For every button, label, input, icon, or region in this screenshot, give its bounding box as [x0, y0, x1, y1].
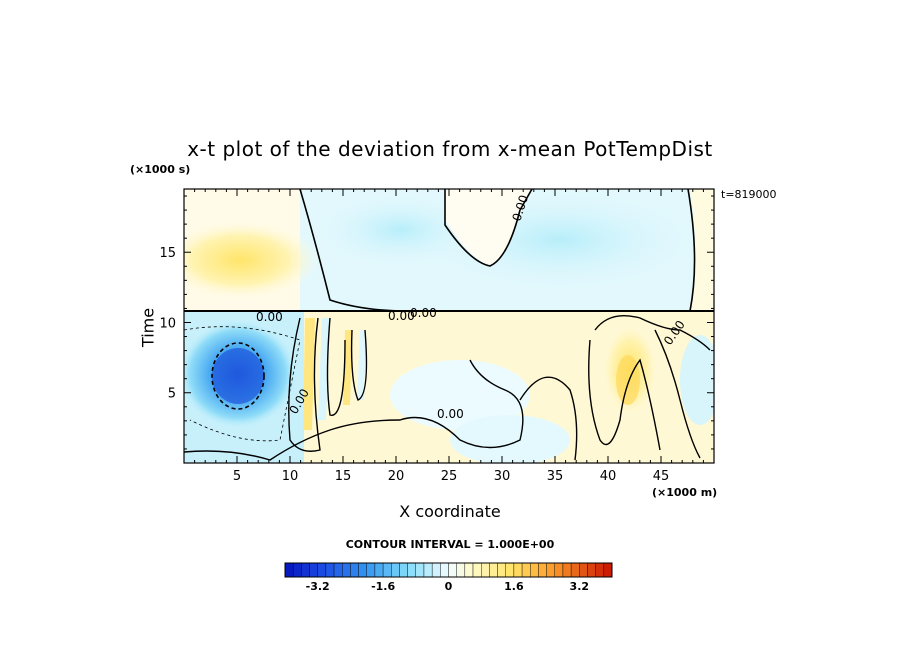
colorbar-cell — [431, 562, 441, 578]
colorbar-cell — [374, 562, 384, 578]
contour-line — [687, 189, 696, 312]
x-axis-unit: (×1000 m) — [652, 486, 718, 499]
colorbar-cell — [554, 562, 564, 578]
colorbar-cell — [407, 562, 417, 578]
x-tick-label: 40 — [600, 469, 617, 484]
colorbar-cell — [391, 562, 400, 578]
colorbar-cell — [448, 562, 457, 578]
colorbar-cell — [399, 562, 408, 578]
y-axis-unit: (×1000 s) — [130, 163, 191, 176]
y-tick-label: 10 — [159, 316, 176, 331]
colorbar-cell — [546, 562, 555, 578]
contour-line — [326, 317, 346, 416]
colorbar-cell — [513, 562, 523, 578]
field-shading — [184, 189, 714, 463]
colorbar-cell — [497, 562, 506, 578]
contour-label: 0.00 — [256, 310, 283, 324]
colorbar-tick-label: 1.6 — [504, 580, 524, 593]
chart-title: x-t plot of the deviation from x-mean Po… — [187, 137, 713, 161]
x-tick-label: 15 — [335, 469, 352, 484]
contour-line — [588, 339, 661, 451]
colorbar-cell — [342, 562, 351, 578]
colorbar-cell — [579, 562, 588, 578]
colorbar-cells — [284, 562, 613, 578]
contour-label: 0.00 — [410, 306, 437, 320]
colorbar-cell — [587, 562, 596, 578]
colorbar-labels: -3.2 -1.6 0 1.6 3.2 — [306, 580, 589, 593]
colorbar-tick-label: 0 — [445, 580, 453, 593]
colorbar-cell — [284, 562, 294, 578]
colorbar-cell — [358, 562, 367, 578]
contour-line — [288, 317, 321, 452]
colorbar-cell — [292, 562, 302, 578]
colorbar-cell — [505, 562, 515, 578]
contour-interval-label: CONTOUR INTERVAL = 1.000E+00 — [345, 538, 555, 551]
colorbar-cell — [309, 562, 318, 578]
contour-line — [211, 342, 265, 410]
colorbar-cell — [415, 562, 425, 578]
contour-label: 0.00 — [388, 309, 415, 323]
x-axis-label: X coordinate — [399, 502, 501, 521]
contour-line — [594, 315, 711, 351]
colorbar-cell — [489, 562, 498, 578]
y-tick-label: 15 — [159, 246, 176, 261]
contour-line — [519, 376, 578, 461]
contour-line — [350, 329, 368, 401]
colorbar-tick-label: 3.2 — [570, 580, 590, 593]
colorbar-frame — [284, 562, 613, 578]
colorbar-cell — [382, 562, 392, 578]
colorbar-cell — [325, 562, 335, 578]
y-tick-label: 5 — [168, 387, 176, 402]
colorbar-cell — [456, 562, 466, 578]
colorbar-cell — [595, 562, 605, 578]
contour-line — [299, 189, 401, 312]
x-tick-label: 30 — [494, 469, 511, 484]
colorbar-cell — [521, 562, 531, 578]
contour-label: 0.00 — [437, 407, 464, 421]
x-tick-label: 25 — [441, 469, 458, 484]
colorbar-cell — [464, 562, 474, 578]
x-tick-label: 20 — [388, 469, 405, 484]
x-tick-label: 35 — [547, 469, 564, 484]
colorbar-cell — [472, 562, 482, 578]
contour-line — [184, 359, 524, 461]
colorbar-cell — [530, 562, 539, 578]
x-tick-label: 5 — [233, 469, 241, 484]
colorbar-cell — [333, 562, 343, 578]
x-tick-label: 10 — [282, 469, 299, 484]
colorbar-cell — [440, 562, 449, 578]
timestamp-label: t=819000 — [721, 188, 777, 201]
contour-line — [654, 329, 701, 459]
colorbar-cell — [301, 562, 310, 578]
contour-lines — [184, 189, 714, 461]
colorbar-cell — [538, 562, 547, 578]
colorbar-cell — [366, 562, 376, 578]
axes: 5 10 15 20 25 30 35 40 45 5 10 15 — [159, 189, 714, 484]
colorbar-tick-label: -3.2 — [306, 580, 330, 593]
colorbar-cell — [562, 562, 572, 578]
colorbar-cell — [350, 562, 359, 578]
x-tick-label: 45 — [653, 469, 670, 484]
colorbar-cell — [481, 562, 490, 578]
colorbar-cell — [570, 562, 580, 578]
contour-line — [184, 326, 301, 442]
contour-line — [444, 189, 533, 267]
colorbar-cell — [317, 562, 327, 578]
colorbar-cell — [603, 562, 613, 578]
colorbar-cell — [423, 562, 433, 578]
colorbar-tick-label: -1.6 — [371, 580, 395, 593]
